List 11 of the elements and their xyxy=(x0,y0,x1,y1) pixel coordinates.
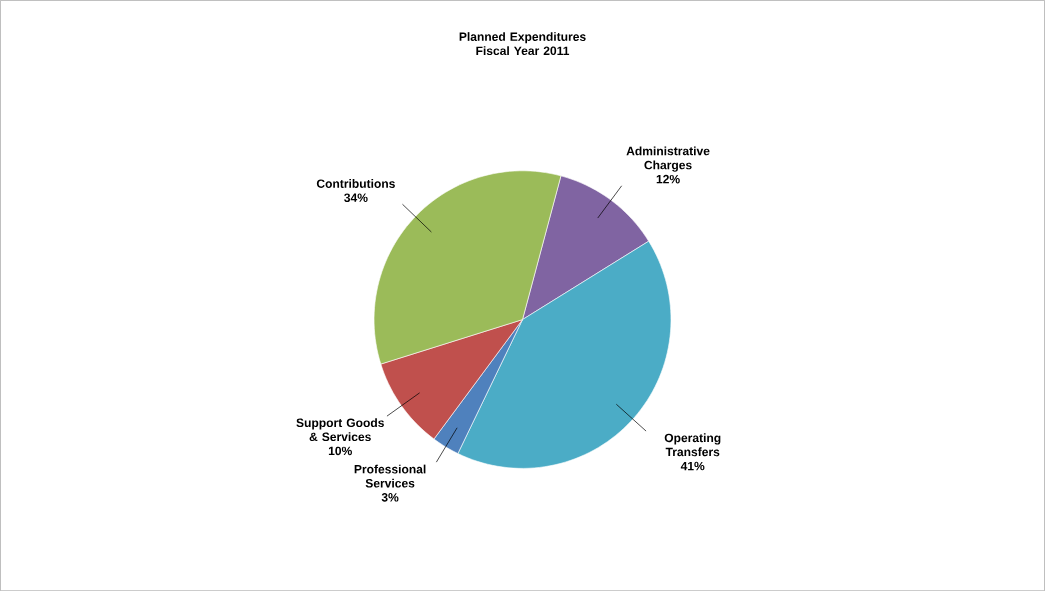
data-label: 34% xyxy=(344,193,368,202)
slice-label: Support Goods & Services xyxy=(296,418,384,441)
slice-label: Administrative Charges xyxy=(626,146,710,172)
slice-label: Professional Services xyxy=(354,464,426,488)
data-label: 41% xyxy=(680,461,705,471)
data-label: 10% xyxy=(328,446,352,456)
slice-label: Contributions xyxy=(316,178,395,188)
data-label: 3% xyxy=(381,492,399,502)
chart-title: Planned Expenditures Fiscal Year 2011 xyxy=(459,32,586,55)
data-label: 12% xyxy=(656,174,680,184)
slice-label: Operating Transfers xyxy=(664,433,721,457)
